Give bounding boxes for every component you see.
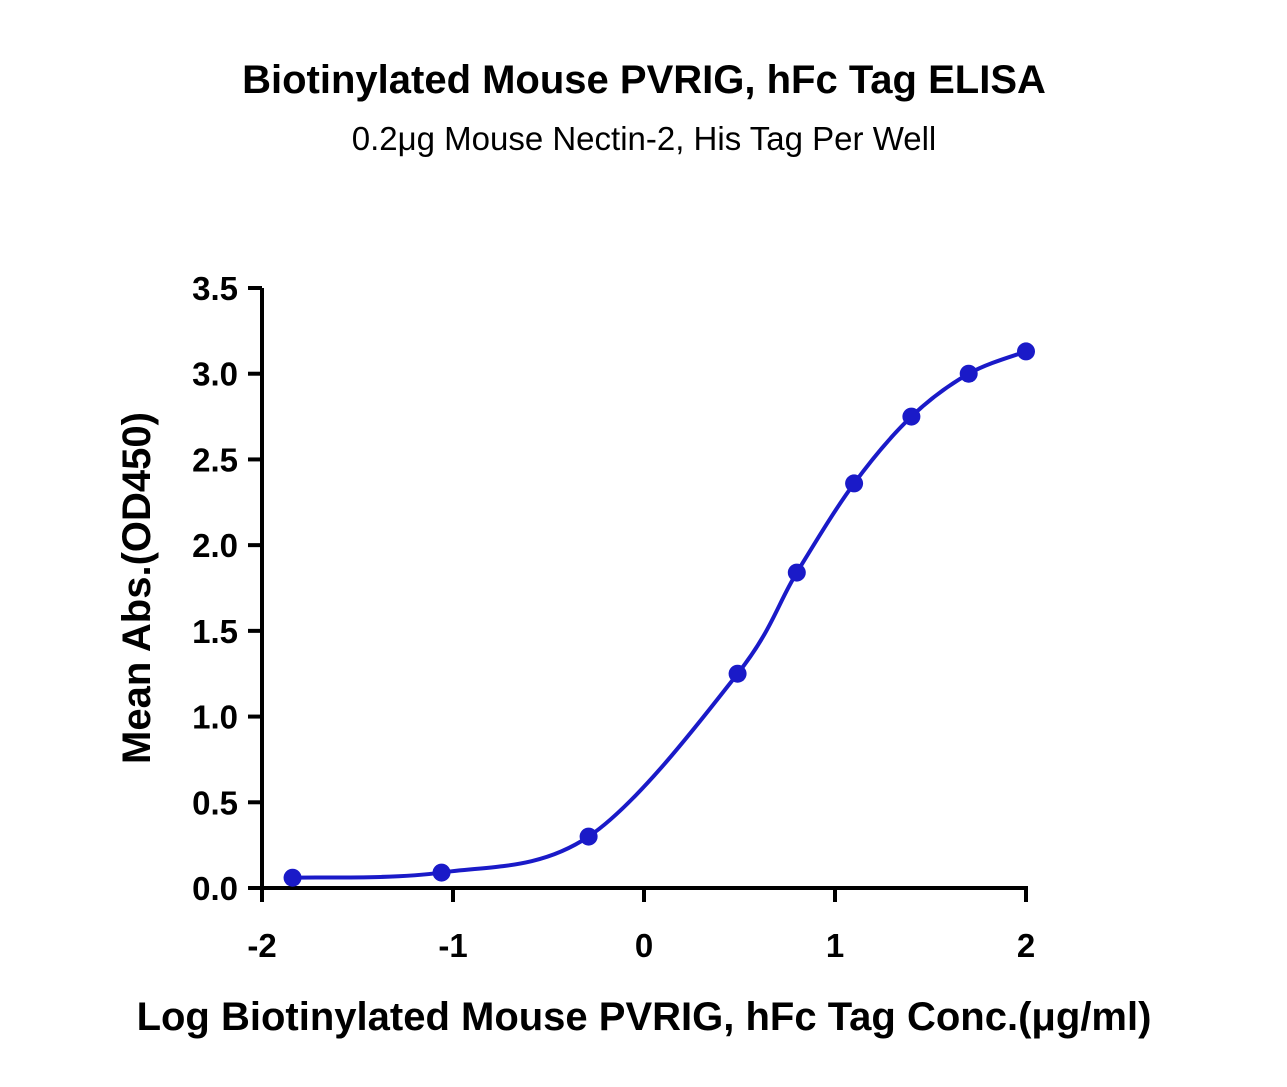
- x-tick-label: -2: [247, 927, 276, 964]
- y-axis-label: Mean Abs.(OD450): [115, 412, 159, 764]
- data-point: [1017, 342, 1035, 361]
- data-point: [728, 664, 747, 683]
- data-point: [432, 863, 451, 882]
- x-tick-label: 2: [1017, 927, 1035, 964]
- y-tick-label: 2.0: [192, 527, 238, 564]
- data-point: [787, 563, 806, 582]
- x-tick-label: 0: [635, 927, 653, 964]
- y-tick-label: 1.0: [192, 699, 238, 736]
- chart-subtitle: 0.2μg Mouse Nectin-2, His Tag Per Well: [352, 120, 937, 157]
- x-tick-label: 1: [826, 927, 844, 964]
- y-tick-label: 1.5: [192, 613, 238, 650]
- y-tick-label: 3.5: [192, 270, 238, 307]
- x-axis-label: Log Biotinylated Mouse PVRIG, hFc Tag Co…: [137, 995, 1152, 1039]
- y-tick-labels: 0.0 0.5 1.0 1.5 2.0 2.5 3.0 3.5: [192, 270, 238, 907]
- data-point: [902, 407, 921, 426]
- x-tick-labels: -2 -1 0 1 2: [247, 927, 1035, 964]
- data-point: [283, 868, 302, 887]
- y-tick-label: 3.0: [192, 356, 238, 393]
- axes: [248, 286, 1028, 902]
- data-points: [283, 342, 1035, 887]
- data-point: [959, 364, 978, 383]
- y-tick-label: 0.0: [192, 870, 238, 907]
- y-tick-label: 0.5: [192, 784, 238, 821]
- data-point: [845, 474, 864, 493]
- chart-title: Biotinylated Mouse PVRIG, hFc Tag ELISA: [242, 58, 1046, 102]
- fit-curve: [292, 349, 1027, 880]
- x-tick-label: -1: [438, 927, 467, 964]
- y-tick-label: 2.5: [192, 441, 238, 478]
- data-point: [579, 827, 598, 846]
